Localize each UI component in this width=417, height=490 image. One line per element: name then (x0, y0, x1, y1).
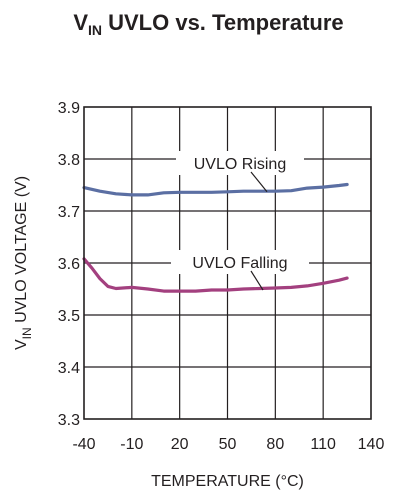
title-rest: UVLO vs. Temperature (102, 10, 344, 35)
y-tick-label: 3.9 (58, 100, 80, 117)
y-label-prefix: V (13, 339, 30, 350)
title-prefix: V (73, 10, 88, 35)
y-tick-label: 3.4 (58, 360, 80, 377)
x-tick-label: 80 (266, 436, 284, 453)
y-tick-label: 3.8 (58, 152, 80, 169)
x-tick-label: -40 (72, 436, 95, 453)
annotation-background (171, 250, 309, 274)
annotations: UVLO Rising UVLO Falling (171, 151, 309, 291)
plot-frame (83, 106, 372, 420)
x-axis-label: TEMPERATURE (°C) (151, 473, 304, 490)
annotation-leader (250, 270, 264, 291)
y-tick-label: 3.5 (58, 308, 80, 325)
y-label-rest: UVLO VOLTAGE (V) (13, 176, 30, 327)
title-subscript: IN (88, 22, 102, 38)
y-label-subscript: IN (20, 327, 34, 339)
annotation-leader (250, 171, 268, 193)
x-tick-label: -10 (120, 436, 143, 453)
x-tick-label: 140 (358, 436, 385, 453)
y-tick-label: 3.7 (58, 204, 80, 221)
x-tick-label: 20 (171, 436, 189, 453)
series-annotation: UVLO Rising (194, 156, 286, 173)
x-tick-labels: -40 -10 20 50 80 110 140 (72, 436, 384, 453)
y-tick-labels: 3.3 3.4 3.5 3.6 3.7 3.8 3.9 (58, 100, 80, 429)
x-tick-label: 110 (310, 436, 336, 453)
x-tick-label: 50 (219, 436, 237, 453)
series-line (82, 182, 349, 197)
y-tick-label: 3.6 (58, 256, 80, 273)
y-axis-label: VIN UVLO VOLTAGE (V) (13, 176, 34, 350)
data-series (82, 182, 349, 293)
series-annotation: UVLO Falling (192, 255, 287, 272)
series-line (82, 257, 349, 293)
annotation-background (176, 151, 304, 175)
y-tick-label: 3.3 (58, 412, 80, 429)
chart-title: VIN UVLO vs. Temperature (0, 10, 417, 38)
